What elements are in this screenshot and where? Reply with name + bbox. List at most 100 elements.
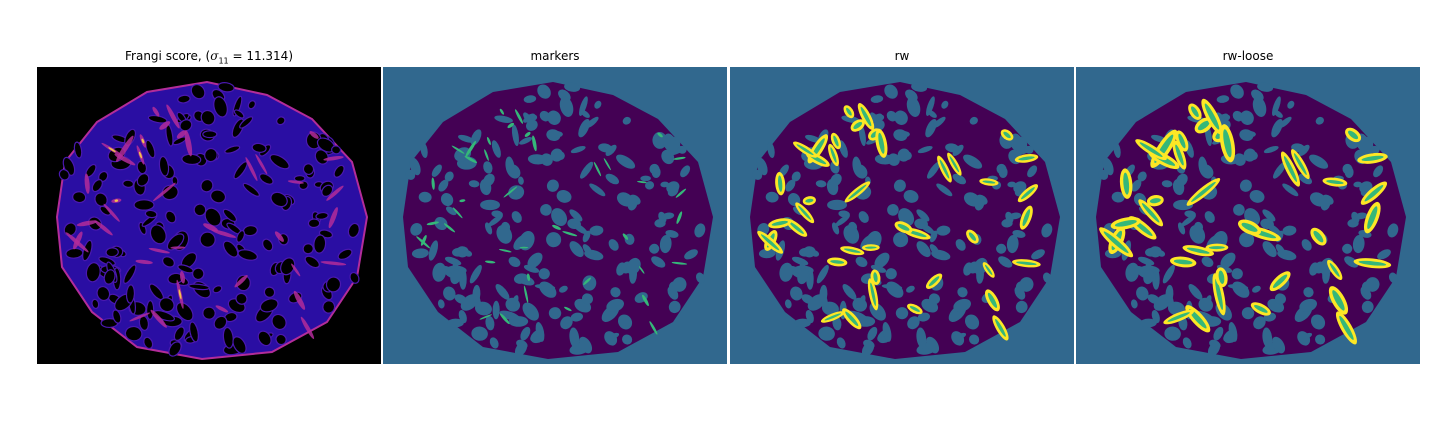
vessel-marker [1293, 153, 1307, 176]
pore [827, 199, 848, 211]
panel-rw [730, 67, 1074, 364]
pore [916, 209, 930, 222]
pore [887, 204, 899, 216]
pore [122, 179, 135, 188]
pore [1143, 269, 1155, 285]
pore [262, 238, 274, 252]
pore [1301, 239, 1312, 251]
pore [293, 174, 306, 182]
pore [916, 241, 931, 258]
vessel-marker [519, 246, 529, 249]
vessel-marker [1208, 246, 1225, 250]
pore [58, 168, 70, 181]
pore [1041, 223, 1053, 238]
pore [1352, 234, 1365, 254]
pore [1278, 116, 1292, 129]
vessel-marker [443, 223, 456, 233]
pore [440, 193, 454, 207]
pore [1262, 209, 1276, 222]
panel-markers [383, 67, 727, 364]
pore [1042, 272, 1052, 284]
vessel-marker [622, 233, 629, 240]
pore [791, 256, 809, 266]
pore [489, 337, 499, 349]
pore [511, 124, 519, 147]
pore [1277, 249, 1297, 261]
pore [580, 109, 590, 118]
vessel-marker [673, 156, 686, 160]
vessel-marker [637, 180, 647, 184]
pore [598, 143, 613, 153]
pore [488, 214, 503, 227]
pore [1098, 169, 1109, 180]
pore [1309, 154, 1329, 169]
pore [446, 206, 457, 216]
pore [511, 211, 522, 223]
pore [190, 83, 206, 100]
vessel-marker [760, 234, 780, 251]
pore [941, 100, 949, 109]
pore [523, 95, 537, 103]
pore [589, 225, 604, 236]
vessel-marker [1283, 156, 1298, 182]
pore [72, 191, 87, 204]
pore [936, 183, 953, 197]
pore [917, 145, 933, 154]
pore [805, 134, 822, 143]
pore [1243, 148, 1257, 162]
pore [1239, 232, 1255, 248]
pore [494, 115, 513, 123]
pore [222, 326, 234, 349]
pore [816, 264, 829, 284]
vessel-marker [514, 109, 524, 124]
vessel-response [129, 312, 151, 322]
pore [158, 297, 175, 313]
pore [337, 248, 353, 261]
pore [452, 247, 465, 257]
pore [491, 210, 503, 218]
pore [1137, 171, 1147, 182]
pore [1201, 256, 1214, 268]
pore [1198, 156, 1208, 177]
pore [617, 314, 633, 330]
pore [508, 256, 521, 268]
vessel-response [152, 106, 160, 117]
pore [1354, 212, 1368, 220]
pore [897, 148, 911, 162]
pore [257, 330, 272, 347]
vessel-marker [1178, 133, 1186, 149]
pore [957, 287, 968, 298]
pore [895, 130, 910, 138]
vessel-marker [1114, 220, 1137, 227]
pore [458, 134, 475, 143]
vessel-marker [939, 159, 950, 179]
pore [651, 256, 666, 268]
vessel-marker [484, 260, 496, 264]
pore [548, 307, 562, 320]
vessel-marker [1218, 270, 1225, 284]
panel-title-rw: rw [894, 49, 910, 63]
vessel-peak [178, 289, 182, 300]
pore [149, 224, 167, 245]
pore [483, 173, 495, 187]
pore [758, 248, 776, 259]
pore [513, 273, 529, 284]
rw-loose-image [1076, 67, 1420, 364]
pore [1274, 293, 1286, 305]
vessel-marker [789, 221, 804, 234]
pore [144, 209, 158, 219]
pore [469, 264, 482, 284]
pore [1265, 223, 1281, 235]
vessel-marker [1003, 131, 1011, 139]
pore [1227, 284, 1249, 290]
pore [523, 264, 540, 273]
pore [1387, 223, 1399, 238]
vessel-response [323, 156, 344, 161]
pore [189, 321, 200, 343]
pore [212, 285, 223, 294]
pore [569, 241, 584, 258]
pore [1182, 337, 1192, 349]
pore [952, 173, 967, 185]
vessel-response [293, 290, 306, 310]
vessel-response [300, 316, 315, 340]
